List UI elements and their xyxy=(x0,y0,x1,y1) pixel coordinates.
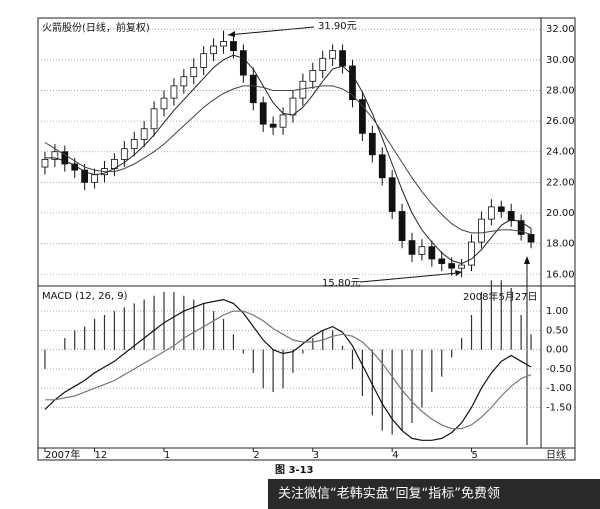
candle-body xyxy=(230,41,237,52)
candle-body xyxy=(150,108,158,130)
y-tick-label: 24.00 xyxy=(546,147,575,158)
line xyxy=(44,298,532,441)
candle-body xyxy=(210,45,217,55)
x-tick-label: 2007年 xyxy=(45,448,80,461)
candle-body xyxy=(239,50,247,76)
candle-body xyxy=(289,97,297,116)
y-tick-label: 26.00 xyxy=(546,116,575,127)
annotation: 15.80元 xyxy=(322,278,361,289)
line xyxy=(44,85,532,235)
y-tick-label: 18.00 xyxy=(546,239,575,250)
candle-body xyxy=(458,264,465,269)
y-tick-label: 28.00 xyxy=(546,85,575,96)
candle-body xyxy=(269,123,277,128)
y-tick-label: 0.00 xyxy=(546,345,568,356)
candle-body xyxy=(190,67,198,78)
y-tick-label: 1.00 xyxy=(546,306,568,317)
candle-body xyxy=(140,128,148,140)
candle-body xyxy=(41,158,49,168)
candle-body xyxy=(388,177,396,212)
candle-body xyxy=(527,234,535,243)
candle-body xyxy=(398,211,406,241)
annotation: 2008年5月27日 xyxy=(463,290,538,303)
candle-body xyxy=(497,206,505,212)
x-tick-label: 2 xyxy=(253,450,259,461)
candle-body xyxy=(349,65,356,101)
annotation-arrow xyxy=(227,26,315,36)
candle-body xyxy=(249,74,257,104)
y-tick-label: -1.50 xyxy=(546,403,572,414)
candle-body xyxy=(507,211,515,222)
x-end-label: 日线 xyxy=(546,448,566,461)
y-tick-label: 0.50 xyxy=(546,325,568,336)
candle-body xyxy=(408,240,416,255)
candle-body xyxy=(418,246,426,255)
candle-body xyxy=(180,76,188,87)
candle-body xyxy=(309,70,317,82)
candle-body xyxy=(448,263,456,269)
candle-body xyxy=(329,50,337,59)
candle-body xyxy=(120,148,128,160)
watermark: 关注微信“老韩实盘”回复“指标”免费领 xyxy=(278,486,500,502)
x-tick-label: 5 xyxy=(472,450,478,461)
caption: 图 3-13 xyxy=(275,464,314,476)
x-tick-label: 4 xyxy=(392,450,398,461)
line xyxy=(45,54,532,265)
candle-body xyxy=(368,132,376,156)
candle-body xyxy=(468,241,475,266)
y-tick-label: 16.00 xyxy=(546,269,575,280)
candle-body xyxy=(51,151,59,160)
candle-body xyxy=(91,174,98,183)
candle-body xyxy=(61,151,69,165)
chart-title: 火箭股份(日线，前复权) xyxy=(42,21,150,34)
candle-body xyxy=(220,41,227,47)
arrow-head xyxy=(524,256,530,264)
y-tick-label: -1.00 xyxy=(546,383,572,394)
line xyxy=(45,310,532,430)
x-tick-label: 12 xyxy=(95,450,108,461)
candle-body xyxy=(428,246,436,260)
y-tick-label: 32.00 xyxy=(546,24,575,35)
candle-body xyxy=(438,258,446,264)
candle-body xyxy=(487,206,495,220)
y-tick-label: 20.00 xyxy=(546,208,575,219)
frame xyxy=(37,17,576,461)
x-tick-label: 3 xyxy=(313,450,319,461)
candle-body xyxy=(81,169,89,183)
candle-body xyxy=(319,57,327,71)
candle-body xyxy=(279,114,287,128)
y-tick-label: -0.50 xyxy=(546,364,572,375)
watermark-bar xyxy=(268,479,600,509)
macd-title: MACD (12, 26, 9) xyxy=(42,291,128,302)
candle-body xyxy=(517,220,525,235)
annotation: 31.90元 xyxy=(318,21,357,32)
x-tick-label: 1 xyxy=(164,450,170,461)
y-tick-label: 22.00 xyxy=(546,177,575,188)
candle-body xyxy=(170,85,178,99)
candle-body xyxy=(130,139,138,150)
annotation-arrow xyxy=(359,272,459,283)
candle-body xyxy=(339,50,346,67)
y-tick-label: 30.00 xyxy=(546,55,575,66)
candle-body xyxy=(259,102,267,125)
arrow-head xyxy=(228,31,235,37)
candle-body xyxy=(160,97,168,110)
candle-body xyxy=(359,99,366,134)
arrow-head xyxy=(455,270,462,276)
candle-body xyxy=(200,53,208,68)
candle-body xyxy=(478,218,485,243)
candle-body xyxy=(378,154,386,179)
